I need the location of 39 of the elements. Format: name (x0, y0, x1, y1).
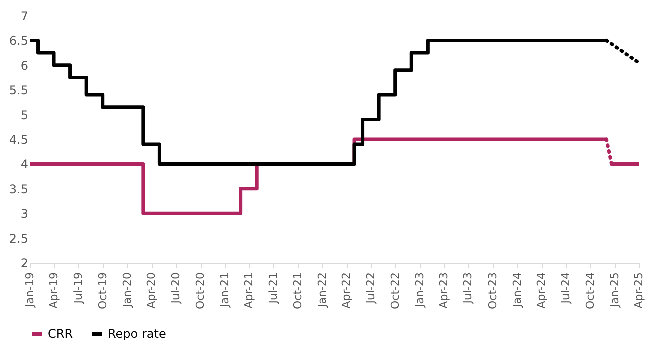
y-tick-label: 7 (20, 10, 28, 24)
x-tick-label: Jul-22 (364, 272, 378, 305)
y-tick-label: 3.5 (9, 182, 28, 196)
legend-label: Repo rate (108, 327, 166, 341)
x-tick-label: Oct-24 (584, 272, 597, 310)
x-tick-label: Jan-23 (413, 272, 426, 308)
x-tick-label: Jul-21 (266, 272, 280, 305)
x-tick-label: Apr-20 (145, 272, 158, 309)
x-tick-label: Apr-19 (48, 272, 61, 309)
x-tick-label: Apr-23 (437, 272, 450, 309)
y-tick-label: 2 (20, 256, 28, 270)
x-tick-label: Jan-25 (608, 272, 622, 308)
x-tick-label: Oct-22 (388, 272, 402, 310)
y-tick-label: 6 (20, 58, 28, 73)
x-tick-label: Jan-21 (218, 272, 232, 308)
x-tick-label: Jul-20 (169, 272, 182, 305)
legend-label: CRR (48, 327, 74, 341)
x-tick-label: Jan-20 (120, 272, 134, 308)
y-tick-label: 3 (20, 207, 28, 222)
y-tick-label: 4 (20, 158, 28, 172)
y-tick-label: 5.5 (9, 84, 28, 98)
x-tick-label: Jul-23 (462, 272, 475, 305)
x-tick-label: Jan-24 (510, 272, 524, 308)
x-tick-label: Apr-22 (340, 272, 354, 309)
x-tick-label: Apr-24 (535, 272, 548, 309)
x-tick-label: Jul-24 (559, 272, 572, 305)
y-tick-label: 6.5 (9, 34, 28, 48)
x-tick-label: Oct-20 (194, 272, 208, 310)
x-tick-label: Jan-19 (24, 272, 36, 308)
y-tick-label: 2.5 (9, 232, 28, 246)
x-tick-label: Apr-21 (242, 272, 256, 309)
x-tick-label: Oct-23 (486, 272, 500, 310)
x-tick-label: Oct-21 (291, 272, 304, 310)
x-tick-label: Oct-19 (96, 272, 110, 310)
y-tick-label: 5 (20, 108, 28, 122)
x-tick-label: Jan-22 (316, 272, 329, 308)
y-tick-label: 4.5 (9, 133, 28, 147)
x-tick-label: Jul-19 (72, 272, 85, 305)
x-tick-label: Apr-25 (632, 272, 646, 309)
